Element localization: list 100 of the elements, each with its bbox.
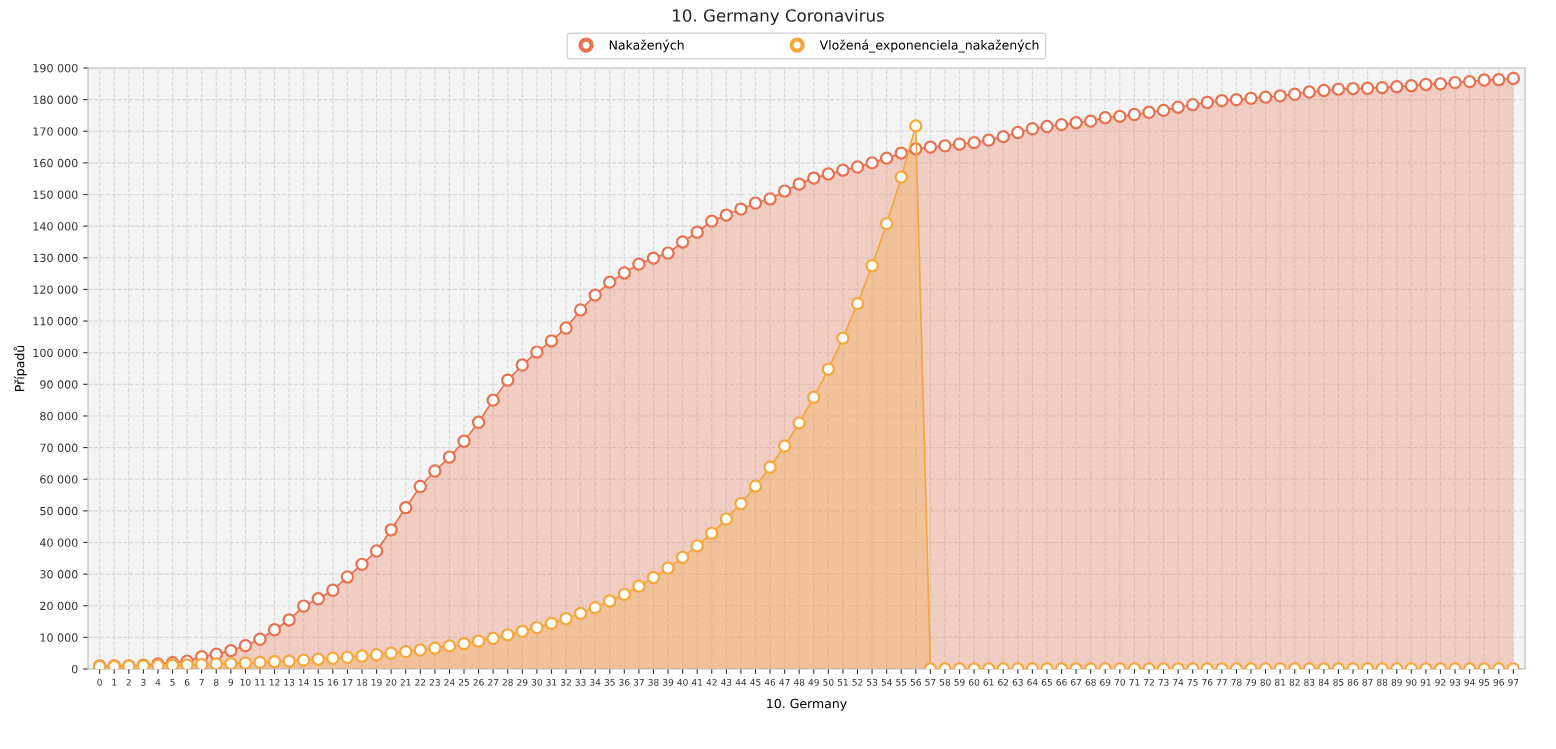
x-tick-label: 5 xyxy=(170,679,175,686)
x-tick-label: 96 xyxy=(1493,678,1504,686)
x-tick-label: 89 xyxy=(1391,678,1402,686)
x-tick-label: 93 xyxy=(1449,678,1461,686)
x-tick-label: 97 xyxy=(1508,678,1519,686)
x-tick-label: 28 xyxy=(502,678,513,686)
x-tick-label: 30 xyxy=(531,678,543,686)
x-tick-label: 72 xyxy=(1143,678,1154,686)
x-tick-label: 25 xyxy=(458,678,469,686)
y-tick-label: 180 000 xyxy=(33,95,78,105)
x-tick-label: 41 xyxy=(691,679,703,686)
x-tick-label: 56 xyxy=(910,678,921,686)
x-tick-label: 85 xyxy=(1333,678,1344,686)
x-tick-label: 55 xyxy=(896,679,907,686)
x-tick-label: 8 xyxy=(213,678,219,686)
x-tick-label: 82 xyxy=(1289,678,1300,686)
x-tick-label: 67 xyxy=(1071,678,1082,686)
x-tick-label: 58 xyxy=(939,678,951,686)
x-tick-label: 91 xyxy=(1420,678,1431,686)
x-tick-label: 54 xyxy=(881,679,892,686)
x-tick-label: 74 xyxy=(1173,679,1184,686)
x-tick-label: 27 xyxy=(488,678,499,686)
x-tick-label: 44 xyxy=(735,679,747,686)
x-tick-label: 10 xyxy=(240,678,251,686)
x-tick-label: 32 xyxy=(560,678,571,686)
x-tick-label: 0 xyxy=(97,678,102,686)
x-tick-label: 16 xyxy=(328,678,339,686)
x-tick-label: 69 xyxy=(1100,678,1111,686)
x-tick-label: 21 xyxy=(400,678,411,686)
y-tick-label: 30 000 xyxy=(40,570,78,579)
x-tick-label: 64 xyxy=(1027,678,1038,686)
x-tick-label: 46 xyxy=(764,678,776,686)
x-tick-label: 87 xyxy=(1362,678,1373,686)
x-tick-label: 33 xyxy=(575,678,586,686)
x-tick-label: 71 xyxy=(1129,679,1140,686)
x-tick-label: 42 xyxy=(706,678,717,686)
x-tick-label: 53 xyxy=(867,678,878,686)
x-tick-label: 68 xyxy=(1085,678,1096,686)
legend-label: Nakažených xyxy=(609,39,684,53)
x-tick-label: 38 xyxy=(648,678,659,686)
x-tick-label: 4 xyxy=(155,679,161,686)
y-tick-label: 20 000 xyxy=(40,601,78,611)
y-tick-label: 170 000 xyxy=(33,127,78,136)
x-tick-label: 95 xyxy=(1479,678,1490,686)
x-tick-label: 37 xyxy=(633,678,644,686)
y-tick-label: 70 000 xyxy=(40,443,78,452)
y-tick-label: 130 000 xyxy=(33,253,78,263)
y-axis-title: Případů xyxy=(13,345,27,391)
x-tick-label: 31 xyxy=(546,678,557,686)
x-tick-label: 48 xyxy=(793,678,805,686)
x-tick-label: 77 xyxy=(1216,679,1227,686)
x-tick-label: 20 xyxy=(386,678,397,686)
x-tick-label: 11 xyxy=(255,679,265,686)
y-tick-label: 190 000 xyxy=(33,63,78,73)
x-tick-label: 24 xyxy=(444,678,455,686)
y-tick-label: 40 000 xyxy=(39,538,78,547)
x-tick-label: 6 xyxy=(184,678,190,686)
y-tick-label: 50 000 xyxy=(40,506,78,516)
x-tick-label: 14 xyxy=(298,679,309,686)
y-tick-label: 80 000 xyxy=(40,411,78,421)
y-tick-label: 100 000 xyxy=(33,348,78,358)
x-tick-label: 62 xyxy=(998,678,1009,686)
chart-title: 10. Germany Coronavirus xyxy=(673,8,884,26)
y-tick-label: 140 000 xyxy=(33,222,78,231)
x-tick-label: 29 xyxy=(517,678,528,686)
x-tick-label: 52 xyxy=(852,678,863,686)
x-tick-label: 23 xyxy=(429,678,440,686)
x-tick-label: 80 xyxy=(1260,678,1271,686)
x-tick-label: 49 xyxy=(808,678,819,686)
y-tick-label: 0 xyxy=(71,664,78,674)
x-tick-label: 59 xyxy=(954,678,965,686)
x-tick-label: 66 xyxy=(1056,678,1067,686)
x-tick-label: 19 xyxy=(371,678,382,686)
x-tick-label: 1 xyxy=(112,679,117,686)
x-tick-label: 61 xyxy=(983,678,994,686)
x-tick-label: 47 xyxy=(779,679,790,686)
x-tick-label: 94 xyxy=(1464,678,1475,686)
x-tick-label: 2 xyxy=(126,678,131,686)
x-tick-label: 40 xyxy=(677,678,688,686)
x-tick-label: 78 xyxy=(1231,678,1242,686)
y-tick-label: 150 000 xyxy=(33,190,78,199)
y-tick-label: 160 000 xyxy=(33,158,78,168)
x-tick-label: 15 xyxy=(313,679,324,686)
x-axis-title: 10. Germany xyxy=(767,698,847,711)
y-tick-label: 120 000 xyxy=(33,285,78,294)
x-tick-label: 70 xyxy=(1114,678,1125,686)
x-tick-label: 45 xyxy=(750,679,761,686)
x-tick-label: 65 xyxy=(1041,678,1052,686)
x-tick-label: 57 xyxy=(925,679,936,686)
y-tick-label: 110 000 xyxy=(33,317,78,326)
x-tick-label: 39 xyxy=(662,678,674,686)
x-tick-label: 51 xyxy=(837,679,848,686)
y-tick-label: 10 000 xyxy=(40,633,78,642)
x-tick-label: 36 xyxy=(619,678,630,686)
x-tick-label: 34 xyxy=(590,678,601,686)
x-tick-label: 9 xyxy=(228,678,234,686)
x-tick-label: 60 xyxy=(968,678,980,686)
x-tick-label: 12 xyxy=(269,678,280,686)
y-tick-label: 60 000 xyxy=(40,475,78,484)
x-tick-label: 92 xyxy=(1435,678,1446,686)
